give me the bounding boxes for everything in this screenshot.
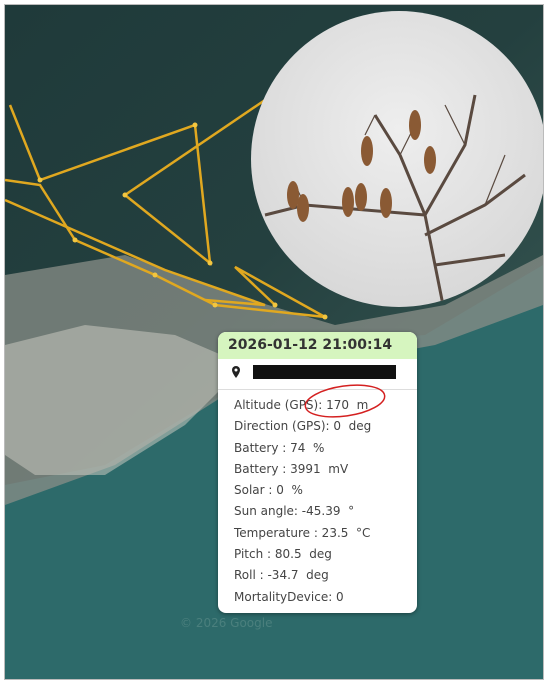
attribute-row: Temperature : 23.5 °C: [218, 523, 417, 544]
attribute-row: Pitch : 80.5 deg: [218, 544, 417, 565]
pin-icon: [230, 363, 250, 387]
photo-inset: [251, 11, 543, 307]
attribute-row: Solar : 0 %: [218, 480, 417, 501]
map-view[interactable]: © 2026 Google 2026-01-12 21:00:14 Altitu…: [4, 4, 544, 680]
page: © 2026 Google 2026-01-12 21:00:14 Altitu…: [0, 0, 548, 684]
location-row: [218, 359, 417, 390]
timestamp: 2026-01-12 21:00:14: [218, 332, 417, 359]
redacted-location: [253, 365, 396, 379]
attribute-row: Battery : 74 %: [218, 438, 417, 459]
attribute-row: Roll : -34.7 deg: [218, 565, 417, 586]
info-popup: 2026-01-12 21:00:14 Altitude (GPS): 170 …: [218, 332, 417, 613]
attribute-row: Direction (GPS): 0 deg: [218, 416, 417, 437]
attribute-row: Sun angle: -45.39 °: [218, 501, 417, 522]
attribute-row: Battery : 3991 mV: [218, 459, 417, 480]
attribution: © 2026 Google: [180, 616, 272, 630]
attribute-row: Altitude (GPS): 170 m: [218, 395, 417, 416]
attribute-row: MortalityDevice: 0: [218, 587, 417, 608]
